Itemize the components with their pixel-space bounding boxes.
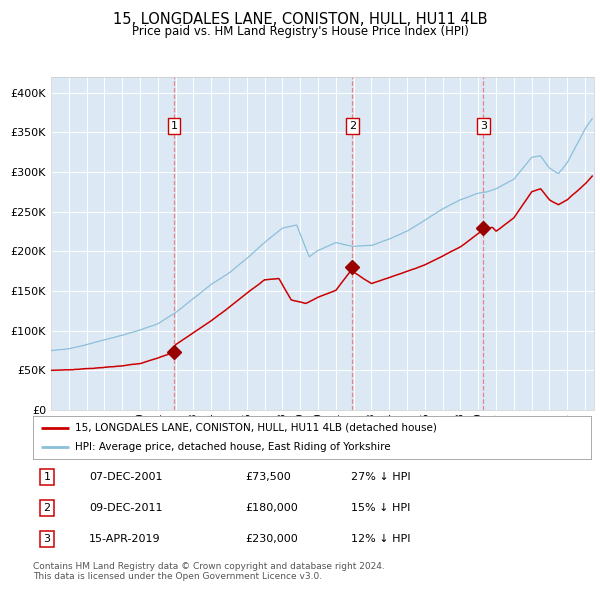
Text: 12% ↓ HPI: 12% ↓ HPI	[351, 534, 410, 543]
Text: 15% ↓ HPI: 15% ↓ HPI	[351, 503, 410, 513]
Text: £73,500: £73,500	[245, 473, 291, 482]
Text: 3: 3	[43, 534, 50, 543]
Text: 27% ↓ HPI: 27% ↓ HPI	[351, 473, 410, 482]
Text: 1: 1	[43, 473, 50, 482]
Text: Contains HM Land Registry data © Crown copyright and database right 2024.
This d: Contains HM Land Registry data © Crown c…	[33, 562, 385, 581]
Text: 15, LONGDALES LANE, CONISTON, HULL, HU11 4LB (detached house): 15, LONGDALES LANE, CONISTON, HULL, HU11…	[75, 422, 437, 432]
Text: Price paid vs. HM Land Registry's House Price Index (HPI): Price paid vs. HM Land Registry's House …	[131, 25, 469, 38]
Text: 15, LONGDALES LANE, CONISTON, HULL, HU11 4LB: 15, LONGDALES LANE, CONISTON, HULL, HU11…	[113, 12, 487, 27]
Text: 09-DEC-2011: 09-DEC-2011	[89, 503, 162, 513]
Text: 15-APR-2019: 15-APR-2019	[89, 534, 160, 543]
Text: 3: 3	[480, 121, 487, 131]
Text: 2: 2	[349, 121, 356, 131]
Text: HPI: Average price, detached house, East Riding of Yorkshire: HPI: Average price, detached house, East…	[75, 442, 391, 453]
Text: 1: 1	[170, 121, 178, 131]
Text: 07-DEC-2001: 07-DEC-2001	[89, 473, 162, 482]
Text: £180,000: £180,000	[245, 503, 298, 513]
Text: £230,000: £230,000	[245, 534, 298, 543]
Text: 2: 2	[43, 503, 50, 513]
